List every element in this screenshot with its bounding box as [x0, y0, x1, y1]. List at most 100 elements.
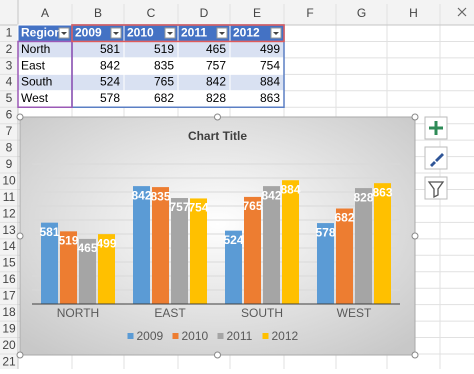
resize-handle[interactable] — [411, 113, 419, 121]
table-cell-text: 581 — [100, 42, 120, 56]
legend-label: 2011 — [227, 329, 253, 343]
bar — [133, 186, 150, 304]
row-header: 19 — [2, 321, 16, 335]
row-header: 13 — [2, 223, 16, 237]
close-icon[interactable] — [457, 7, 467, 17]
row-header: 5 — [6, 91, 13, 105]
row-header: 3 — [6, 58, 13, 72]
data-label: 581 — [39, 225, 59, 239]
column-header: D — [200, 6, 209, 20]
table-cell-text: West — [21, 91, 49, 105]
brush-icon — [430, 153, 444, 167]
bar — [171, 198, 188, 304]
table-cell-text: 578 — [100, 91, 120, 105]
table-cell-text: 884 — [260, 75, 280, 89]
bar — [317, 223, 334, 304]
table-header-text: 2009 — [75, 25, 102, 39]
legend-swatch — [262, 333, 269, 339]
resize-handle[interactable] — [411, 351, 419, 359]
bar — [355, 188, 372, 304]
data-label: 828 — [353, 190, 373, 204]
x-tick-label: SOUTH — [241, 306, 283, 320]
row-header-bar — [0, 0, 18, 369]
table-cell-text: East — [21, 58, 46, 72]
row-header: 20 — [2, 338, 16, 352]
dropdown-arrow — [113, 32, 119, 35]
data-label: 863 — [372, 185, 392, 199]
data-label: 578 — [315, 225, 335, 239]
resize-handle[interactable] — [16, 351, 24, 359]
table-header-text: Region — [21, 25, 62, 39]
column-header: B — [94, 6, 102, 20]
row-header: 11 — [3, 190, 16, 204]
column-header: A — [41, 6, 49, 20]
table-cell-text: 465 — [206, 42, 226, 56]
dropdown-arrow — [61, 32, 67, 35]
table-cell-text: 765 — [154, 75, 174, 89]
row-header: 9 — [6, 157, 13, 171]
table-cell-text: North — [21, 42, 50, 56]
resize-handle[interactable] — [214, 113, 221, 121]
bar — [244, 196, 261, 304]
resize-handle[interactable] — [16, 232, 24, 240]
bar — [263, 186, 280, 304]
resize-handle[interactable] — [411, 232, 419, 240]
x-tick-label: EAST — [154, 306, 186, 320]
bar — [190, 198, 207, 304]
row-header: 10 — [2, 173, 16, 187]
table-cell-text: 524 — [100, 75, 120, 89]
legend-label: 2010 — [182, 329, 209, 343]
row-header: 8 — [6, 141, 13, 155]
table-cell-text: 835 — [154, 58, 174, 72]
data-label: 842 — [131, 188, 151, 202]
table-cell-text: 842 — [100, 58, 120, 72]
table-cell-text: 519 — [154, 42, 174, 56]
bar — [225, 230, 242, 304]
data-label: 499 — [96, 236, 116, 250]
row-header: 14 — [2, 239, 16, 253]
table-cell-text: 842 — [206, 75, 226, 89]
bar — [282, 180, 299, 304]
resize-handle[interactable] — [16, 113, 24, 121]
table-cell-text: 754 — [260, 58, 280, 72]
data-label: 842 — [261, 188, 281, 202]
row-header: 2 — [6, 42, 13, 56]
table-cell-text: 682 — [154, 91, 174, 105]
bar — [79, 238, 96, 304]
dropdown-arrow — [167, 32, 173, 35]
bar — [336, 208, 353, 304]
row-header: 7 — [6, 124, 13, 138]
data-label: 884 — [280, 182, 300, 196]
data-label: 765 — [242, 199, 262, 213]
bar — [60, 231, 77, 304]
column-header: E — [253, 6, 261, 20]
style-button[interactable] — [424, 146, 448, 170]
table-cell-text: 863 — [260, 91, 280, 105]
table-header-text: 2011 — [181, 25, 207, 39]
dropdown-arrow — [219, 32, 225, 35]
legend-label: 2009 — [137, 329, 164, 343]
data-label: 465 — [77, 241, 97, 255]
chart-title: Chart Title — [188, 129, 247, 143]
resize-handle[interactable] — [214, 351, 221, 359]
legend-swatch — [217, 333, 224, 339]
row-header: 15 — [2, 256, 16, 270]
filter-icon — [427, 181, 445, 199]
table-header-text: 2012 — [233, 25, 260, 39]
header-range — [71, 24, 285, 43]
row-header: 1 — [6, 25, 13, 39]
column-header: G — [357, 6, 366, 20]
data-label: 524 — [223, 233, 243, 247]
data-label: 519 — [58, 234, 78, 248]
table-cell-text: 828 — [206, 91, 226, 105]
chart[interactable]: Chart TitleNORTH581519465499EAST84283575… — [16, 113, 419, 359]
column-header: C — [147, 6, 156, 20]
row-header: 17 — [2, 289, 16, 303]
x-tick-label: NORTH — [57, 306, 99, 320]
bar — [98, 234, 115, 304]
data-label: 835 — [150, 189, 170, 203]
row-header: 6 — [6, 108, 13, 122]
plus-icon — [429, 121, 443, 135]
table-cell-text: 499 — [260, 42, 280, 56]
column-header: F — [306, 6, 313, 20]
